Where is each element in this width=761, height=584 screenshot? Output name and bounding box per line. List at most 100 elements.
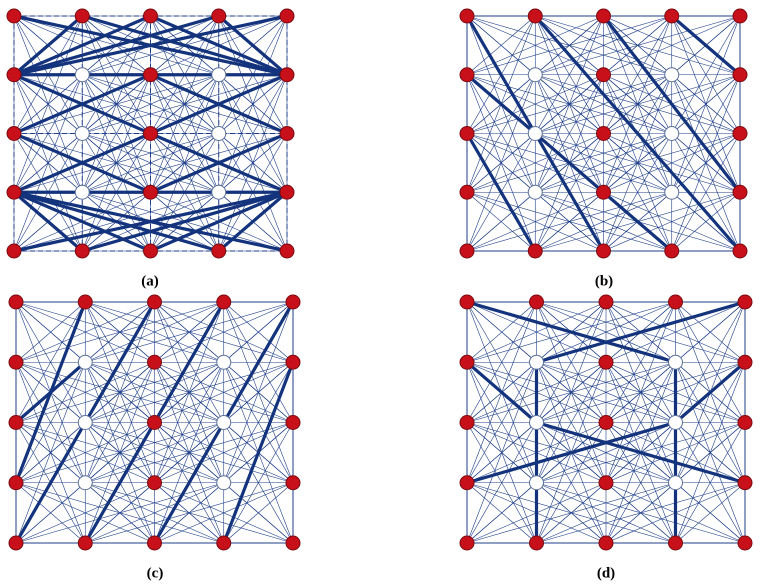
thick-edge — [674, 361, 747, 424]
edge — [13, 74, 83, 134]
edge — [535, 74, 672, 134]
thick-edge — [12, 14, 84, 76]
node — [216, 475, 232, 491]
node — [668, 535, 683, 551]
edge — [223, 482, 294, 544]
node — [147, 294, 162, 310]
node — [598, 354, 614, 370]
edge — [154, 422, 294, 484]
caption: (d) — [597, 565, 615, 581]
node — [74, 8, 90, 24]
edge — [154, 301, 294, 363]
node — [279, 67, 295, 83]
node — [596, 8, 611, 24]
edge — [466, 192, 536, 252]
thick-edge — [81, 190, 288, 253]
thick-edge — [222, 361, 295, 544]
thick-edge — [670, 14, 742, 76]
edge — [85, 422, 224, 484]
node — [668, 475, 683, 491]
node — [143, 243, 158, 259]
node — [211, 243, 227, 259]
node — [598, 294, 614, 310]
node — [459, 67, 475, 83]
edge — [466, 361, 676, 423]
edge — [82, 74, 288, 134]
caption: (b) — [595, 273, 613, 289]
thick-edge — [465, 73, 673, 253]
edge — [466, 301, 537, 363]
edge — [13, 133, 219, 193]
node — [732, 243, 748, 259]
node — [74, 243, 90, 259]
node — [664, 126, 680, 141]
node — [6, 8, 22, 24]
thick-edge — [602, 15, 742, 194]
node — [527, 8, 543, 24]
node — [285, 535, 301, 551]
edge — [13, 133, 83, 193]
node — [529, 294, 544, 310]
node — [529, 354, 544, 370]
node — [459, 126, 475, 141]
node — [459, 243, 475, 259]
node — [664, 184, 680, 200]
edge — [535, 74, 741, 134]
thick-edge — [466, 420, 676, 485]
node — [459, 535, 475, 551]
node — [285, 294, 301, 310]
node — [77, 415, 93, 430]
edge — [85, 482, 224, 544]
edge — [466, 422, 537, 483]
thick-edge — [14, 361, 87, 424]
edge — [536, 301, 676, 363]
edge — [466, 133, 604, 193]
node — [74, 126, 90, 141]
edge — [535, 15, 741, 76]
node — [664, 8, 680, 24]
edge — [536, 482, 746, 544]
node — [737, 535, 753, 551]
thick-edge — [13, 132, 152, 194]
edge — [85, 482, 294, 544]
node — [147, 354, 162, 370]
edge — [85, 301, 224, 363]
node — [598, 475, 614, 491]
edge — [466, 15, 604, 76]
edge — [15, 301, 155, 363]
node — [664, 243, 680, 259]
thick-edge — [149, 14, 288, 77]
node — [279, 243, 295, 259]
node — [668, 294, 683, 310]
thick-edge — [13, 14, 220, 77]
node — [8, 415, 24, 430]
edge — [536, 422, 676, 484]
edge — [85, 361, 224, 423]
node — [596, 184, 611, 200]
node — [77, 475, 93, 491]
node — [211, 67, 227, 83]
edge — [466, 482, 676, 544]
thick-edge — [149, 132, 288, 194]
edge — [536, 361, 676, 423]
edge — [535, 133, 672, 193]
edge — [15, 301, 86, 363]
node — [211, 126, 227, 141]
edge — [15, 482, 155, 544]
thick-edge — [13, 73, 152, 135]
thick-edge — [536, 300, 746, 364]
node — [216, 354, 232, 370]
node — [732, 184, 748, 200]
edge — [466, 133, 536, 193]
node — [8, 535, 24, 551]
node — [216, 535, 232, 551]
node — [77, 535, 93, 551]
thick-edge — [217, 14, 289, 76]
edge — [85, 422, 294, 484]
node — [732, 8, 748, 24]
node — [527, 126, 543, 141]
node — [74, 184, 90, 200]
node — [598, 535, 614, 551]
node — [668, 415, 683, 430]
node — [596, 126, 611, 141]
